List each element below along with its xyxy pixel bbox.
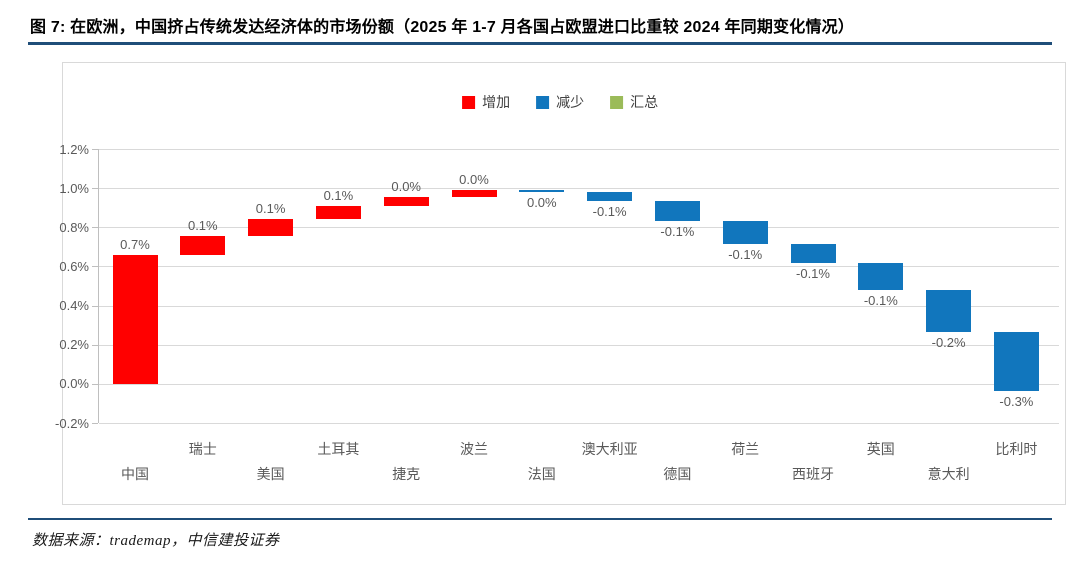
gridline xyxy=(99,188,1059,190)
gridline xyxy=(99,149,1059,150)
waterfall-bar-5 xyxy=(383,197,429,207)
x-axis-label: 西班牙 xyxy=(792,466,834,482)
waterfall-bar-13 xyxy=(926,289,972,332)
bar-value-label: -0.1% xyxy=(660,224,695,240)
gridline xyxy=(99,266,1059,268)
waterfall-bar-9 xyxy=(654,200,700,222)
bar-value-label: 0.1% xyxy=(255,200,286,216)
bar-value-label: 0.1% xyxy=(187,218,218,234)
waterfall-bar-10 xyxy=(722,221,768,244)
chart-legend: 增加 减少 汇总 xyxy=(462,92,658,112)
legend-swatch-total xyxy=(610,95,624,109)
y-axis-tick xyxy=(92,149,98,150)
bar-value-label: -0.1% xyxy=(796,265,830,281)
waterfall-bar-11 xyxy=(790,243,836,263)
y-axis-label: 1.0% xyxy=(59,180,89,196)
x-axis-label: 瑞士 xyxy=(188,441,217,457)
gridline xyxy=(99,383,1059,385)
legend-item-increase: 增加 xyxy=(462,92,510,112)
legend-swatch-increase xyxy=(462,95,476,109)
x-axis-label: 荷兰 xyxy=(731,441,760,457)
y-axis-tick xyxy=(92,305,98,307)
bar-value-label: -0.1% xyxy=(863,292,898,308)
y-axis-tick xyxy=(92,383,98,385)
y-axis-label: 1.2% xyxy=(59,141,89,157)
chart-panel: 增加 减少 汇总 1.2% 1.0% 0.8% 0.6% 0.4% 0.2% 0.0% -0.2%… xyxy=(55,62,1066,505)
legend-item-decrease: 减少 xyxy=(536,92,584,112)
x-axis-label: 意大利 xyxy=(927,466,970,482)
legend-label: 增加 xyxy=(482,94,511,110)
y-axis-tick xyxy=(92,266,98,268)
bar-value-label: -0.1% xyxy=(728,246,763,262)
waterfall-bar-1 xyxy=(112,254,158,384)
title-rule xyxy=(28,42,1052,45)
y-axis-label: 0.0% xyxy=(59,376,89,392)
waterfall-bar-12 xyxy=(858,262,904,290)
figure-title: 图 7: 在欧洲，中国挤占传统发达经济体的市场份额（2025 年 1-7 月各国… xyxy=(30,19,855,36)
source-rule xyxy=(28,518,1052,520)
waterfall-bar-6 xyxy=(451,190,497,197)
bar-value-label: 0.1% xyxy=(323,188,354,204)
y-axis-label: 0.4% xyxy=(59,298,89,314)
gridline xyxy=(99,305,1059,307)
legend-label: 减少 xyxy=(556,94,585,110)
bar-value-label: 0.7% xyxy=(120,236,150,252)
y-axis-line xyxy=(98,149,99,423)
y-axis-label: -0.2% xyxy=(55,415,89,431)
y-axis-tick xyxy=(92,423,98,424)
x-axis-label: 波兰 xyxy=(460,441,488,457)
x-axis-label: 土耳其 xyxy=(317,441,360,457)
y-axis-label: 0.2% xyxy=(59,337,89,353)
y-axis-tick xyxy=(92,188,98,190)
y-axis-tick xyxy=(92,344,98,346)
waterfall-bar-14 xyxy=(993,332,1039,391)
bar-value-label: 0.0% xyxy=(391,179,421,194)
y-axis-label: 0.8% xyxy=(59,219,89,235)
waterfall-bar-4 xyxy=(315,206,361,219)
y-axis-label: 0.6% xyxy=(59,258,89,274)
waterfall-bar-3 xyxy=(248,218,294,237)
waterfall-plot: 1.2% 1.0% 0.8% 0.6% 0.4% 0.2% 0.0% -0.2% 0.7% 中国 0… xyxy=(55,142,1059,482)
bar-value-label: -0.1% xyxy=(592,203,627,219)
waterfall-bar-8 xyxy=(587,191,633,201)
waterfall-bar-7 xyxy=(519,190,565,193)
bar-value-label: 0.0% xyxy=(459,172,489,188)
x-axis-label: 德国 xyxy=(663,466,692,482)
legend-swatch-decrease xyxy=(536,95,550,109)
x-axis-label: 中国 xyxy=(121,466,149,482)
x-axis-label: 捷克 xyxy=(392,466,421,482)
gridline xyxy=(99,344,1059,346)
legend-item-total: 汇总 xyxy=(610,92,658,112)
bar-value-label: -0.3% xyxy=(999,393,1034,409)
gridline xyxy=(99,423,1059,424)
x-axis-label: 美国 xyxy=(256,466,285,482)
bar-value-label: -0.2% xyxy=(931,335,966,350)
legend-label: 汇总 xyxy=(630,94,659,110)
gridline xyxy=(99,227,1059,229)
x-axis-label: 澳大利亚 xyxy=(581,441,638,457)
bar-value-label: 0.0% xyxy=(526,195,557,211)
source-note: 数据来源：trademap，中信建投证券 xyxy=(32,533,280,549)
x-axis-label: 英国 xyxy=(866,441,895,457)
y-axis-tick xyxy=(92,227,98,229)
x-axis-label: 比利时 xyxy=(995,441,1038,457)
waterfall-bar-2 xyxy=(180,236,226,255)
x-axis-label: 法国 xyxy=(527,466,556,482)
